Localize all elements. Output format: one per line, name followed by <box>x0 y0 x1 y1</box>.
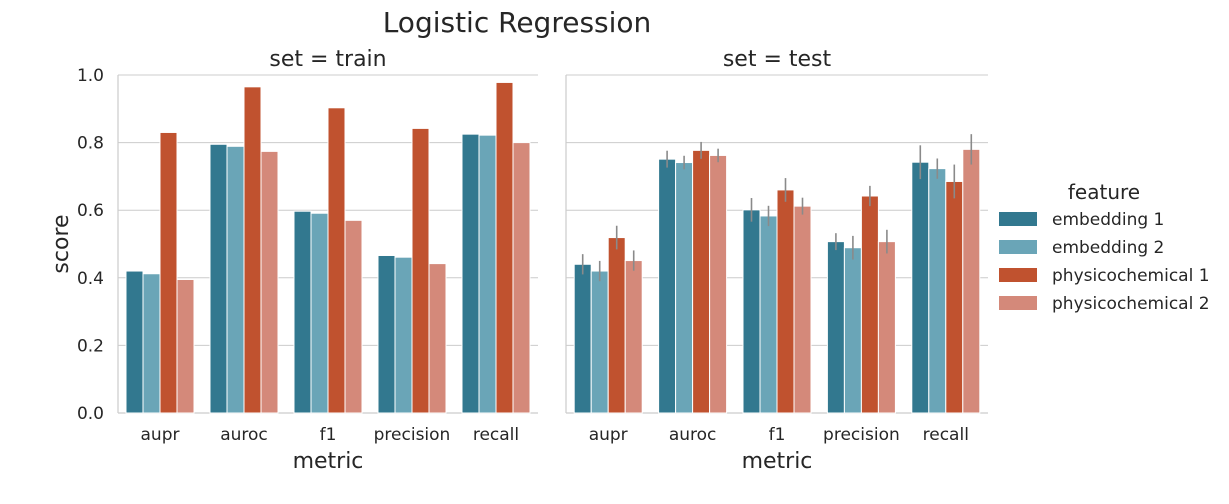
x-tick-label: auroc <box>220 425 268 445</box>
bar-f1-embedding-2 <box>759 215 778 414</box>
panel-title: set = train <box>269 47 386 72</box>
legend-item: physicochemical 1 <box>999 266 1210 286</box>
legend-item: embedding 1 <box>999 210 1164 230</box>
legend-title: feature <box>1068 180 1140 204</box>
bar-aupr-embedding-1 <box>573 263 592 414</box>
bar-auroc-embedding-1 <box>209 143 228 414</box>
bar-recall-embedding-2 <box>928 168 947 414</box>
bar-auroc-physicochemical-1 <box>243 86 262 414</box>
legend-label: embedding 1 <box>1052 210 1164 230</box>
bar-recall-physicochemical-2 <box>512 142 531 414</box>
bar-auroc-embedding-2 <box>675 162 694 414</box>
bar-recall-embedding-2 <box>478 134 497 414</box>
legend-label: physicochemical 1 <box>1052 266 1210 286</box>
panel-0: 0.0 0.2 0.4 0.6 0.8 1.0 set = train aupr auroc f1… <box>49 47 538 474</box>
bar-precision-physicochemical-2 <box>877 241 896 414</box>
bar-f1-physicochemical-1 <box>327 107 346 414</box>
y-tick-label: 0.2 <box>77 336 104 356</box>
plot-layer: 0.0 0.2 0.4 0.6 0.8 1.0 set = train aupr auroc f1… <box>49 47 988 474</box>
bar-f1-embedding-1 <box>742 209 761 414</box>
x-tick-label: aupr <box>589 425 628 445</box>
bar-precision-physicochemical-1 <box>860 195 879 414</box>
bar-f1-physicochemical-2 <box>793 205 812 414</box>
bar-aupr-physicochemical-1 <box>159 131 178 414</box>
bar-auroc-physicochemical-2 <box>709 154 728 414</box>
panel-1: set = test aupr auroc f1 precision recall metr… <box>565 47 988 474</box>
x-tick-label: precision <box>823 425 900 445</box>
x-axis-label: metric <box>293 449 364 474</box>
legend-item: embedding 2 <box>999 238 1164 258</box>
bar-recall-embedding-1 <box>461 133 480 414</box>
bar-recall-physicochemical-1 <box>945 180 964 414</box>
y-axis-label: score <box>49 214 74 273</box>
bar-f1-physicochemical-2 <box>344 219 363 414</box>
y-tick-label: 0.0 <box>77 404 104 424</box>
legend-swatch <box>999 296 1037 310</box>
x-tick-label: recall <box>923 425 969 445</box>
bar-precision-embedding-1 <box>826 241 845 414</box>
bar-f1-embedding-2 <box>310 212 329 414</box>
bar-aupr-physicochemical-2 <box>176 278 195 414</box>
y-tick-label: 0.8 <box>77 134 104 154</box>
bar-f1-physicochemical-1 <box>776 189 795 414</box>
legend-label: physicochemical 2 <box>1052 294 1210 314</box>
bar-aupr-embedding-2 <box>590 270 609 414</box>
x-tick-label: recall <box>473 425 519 445</box>
bar-precision-embedding-1 <box>377 254 396 414</box>
x-tick-label: auroc <box>669 425 717 445</box>
bar-aupr-embedding-2 <box>142 273 161 414</box>
legend-swatch <box>999 268 1037 282</box>
bar-precision-physicochemical-2 <box>428 263 447 414</box>
y-tick-label: 0.4 <box>77 269 104 289</box>
legend: feature embedding 1 embedding 2 physicochem… <box>999 180 1210 314</box>
bar-auroc-physicochemical-1 <box>692 149 711 414</box>
bar-auroc-embedding-1 <box>658 158 677 414</box>
bar-precision-embedding-2 <box>843 247 862 414</box>
x-tick-label: aupr <box>141 425 180 445</box>
bar-recall-physicochemical-2 <box>962 148 981 414</box>
bar-auroc-embedding-2 <box>226 145 245 414</box>
bar-f1-embedding-1 <box>293 210 312 414</box>
bar-recall-embedding-1 <box>911 161 930 414</box>
y-tick-label: 1.0 <box>77 66 104 86</box>
x-tick-label: f1 <box>769 425 786 445</box>
bar-auroc-physicochemical-2 <box>260 150 279 414</box>
bar-precision-physicochemical-1 <box>411 127 430 414</box>
legend-swatch <box>999 240 1037 254</box>
x-tick-label: precision <box>374 425 451 445</box>
bar-aupr-physicochemical-1 <box>607 237 626 414</box>
legend-swatch <box>999 212 1037 226</box>
bar-recall-physicochemical-1 <box>495 81 514 414</box>
x-axis-label: metric <box>742 449 813 474</box>
bar-aupr-physicochemical-2 <box>624 260 643 414</box>
y-tick-label: 0.6 <box>77 201 104 221</box>
legend-label: embedding 2 <box>1052 238 1164 258</box>
figure-title: Logistic Regression <box>383 6 652 39</box>
bar-precision-embedding-2 <box>394 256 413 414</box>
x-tick-label: f1 <box>320 425 337 445</box>
panel-title: set = test <box>723 47 832 72</box>
bar-aupr-embedding-1 <box>125 270 144 414</box>
legend-item: physicochemical 2 <box>999 294 1210 314</box>
